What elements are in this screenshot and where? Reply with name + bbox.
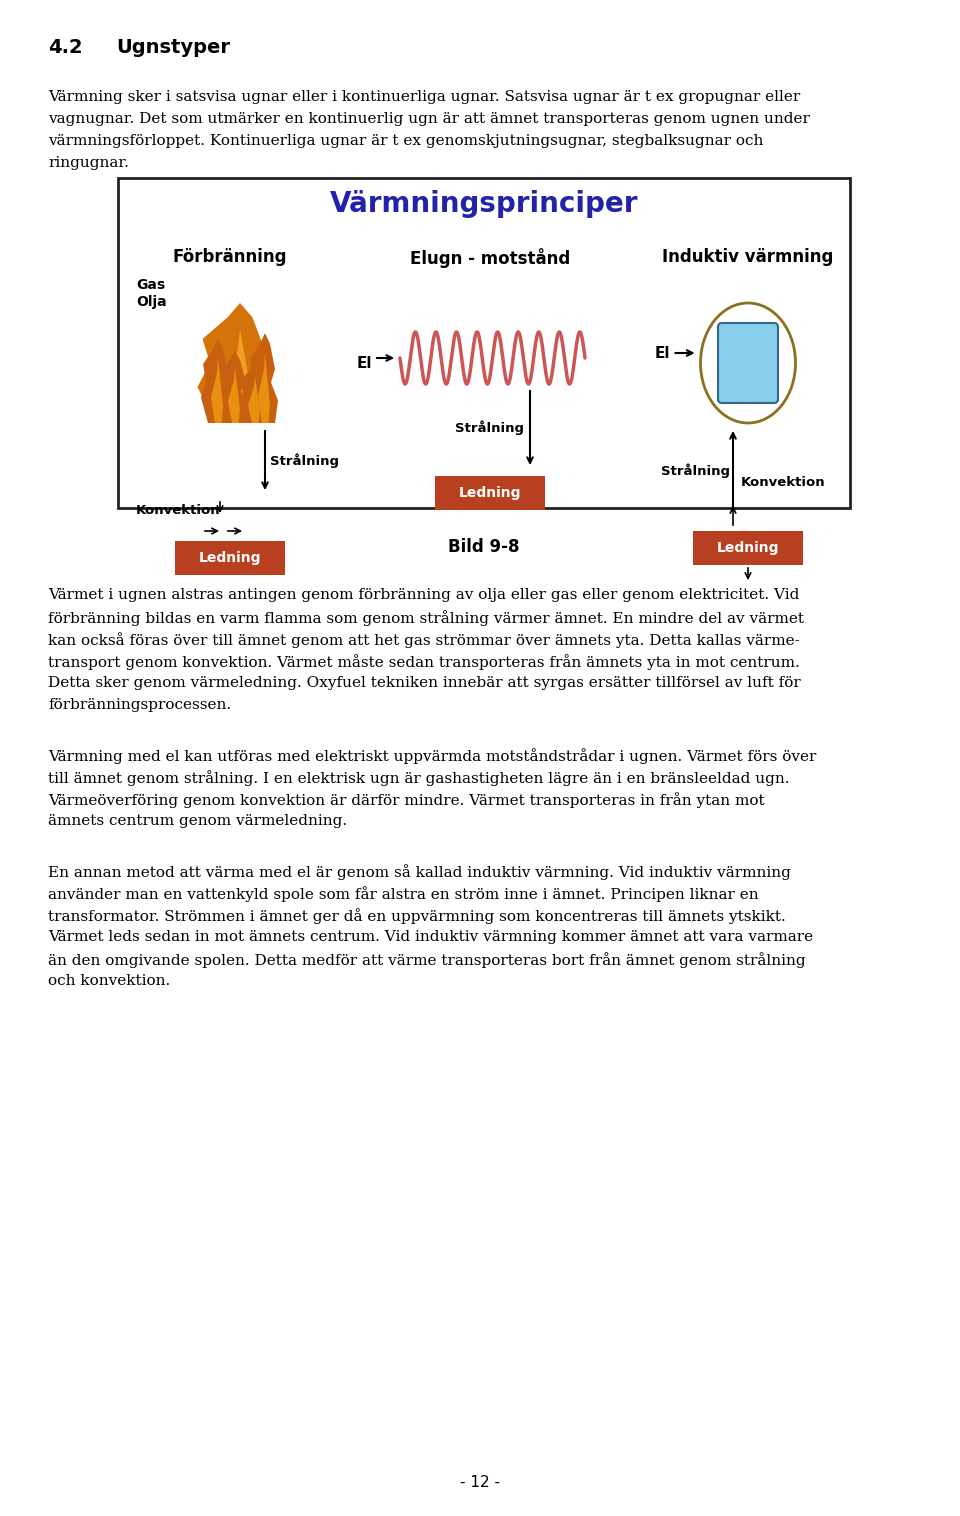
Text: Förbränning: Förbränning: [173, 249, 287, 265]
PathPatch shape: [211, 358, 223, 423]
Text: värmningsförloppet. Kontinuerliga ugnar är t ex genomskjutningsugnar, stegbalksu: värmningsförloppet. Kontinuerliga ugnar …: [48, 133, 763, 149]
Bar: [435, 476, 545, 509]
Text: kan också föras över till ämnet genom att het gas strömmar över ämnets yta. Dett: kan också föras över till ämnet genom at…: [48, 632, 800, 647]
Text: Strålning: Strålning: [455, 421, 524, 435]
Text: Värmeöverföring genom konvektion är därför mindre. Värmet transporteras in från : Värmeöverföring genom konvektion är därf…: [48, 791, 764, 808]
Text: Värmning med el kan utföras med elektriskt uppvärmda motståndstrådar i ugnen. Vä: Värmning med el kan utföras med elektris…: [48, 747, 816, 764]
Text: El: El: [655, 346, 670, 361]
Text: Ugnstyper: Ugnstyper: [116, 38, 230, 58]
Text: 4.2: 4.2: [48, 38, 83, 58]
Text: Ledning: Ledning: [459, 487, 521, 500]
Text: och konvektion.: och konvektion.: [48, 973, 170, 988]
Text: Konvektion: Konvektion: [136, 505, 221, 517]
Text: vagnugnar. Det som utmärker en kontinuerlig ugn är att ämnet transporteras genom: vagnugnar. Det som utmärker en kontinuer…: [48, 112, 810, 126]
Bar: [175, 541, 285, 575]
Text: till ämnet genom strålning. I en elektrisk ugn är gashastigheten lägre än i en b: till ämnet genom strålning. I en elektri…: [48, 770, 789, 785]
Text: transformator. Strömmen i ämnet ger då en uppvärmning som koncentreras till ämne: transformator. Strömmen i ämnet ger då e…: [48, 908, 785, 923]
Text: använder man en vattenkyld spole som får alstra en ström inne i ämnet. Principen: använder man en vattenkyld spole som får…: [48, 885, 758, 902]
Text: än den omgivande spolen. Detta medför att värme transporteras bort från ämnet ge: än den omgivande spolen. Detta medför at…: [48, 952, 805, 967]
Text: En annan metod att värma med el är genom så kallad induktiv värmning. Vid indukt: En annan metod att värma med el är genom…: [48, 864, 791, 879]
Text: Värmet i ugnen alstras antingen genom förbränning av olja eller gas eller genom : Värmet i ugnen alstras antingen genom fö…: [48, 588, 800, 602]
Text: Strålning: Strålning: [270, 453, 339, 468]
Text: - 12 -: - 12 -: [460, 1475, 500, 1490]
Text: Värmning sker i satsvisa ugnar eller i kontinuerliga ugnar. Satsvisa ugnar är t : Värmning sker i satsvisa ugnar eller i k…: [48, 89, 801, 105]
Text: Ledning: Ledning: [199, 550, 261, 565]
PathPatch shape: [238, 362, 268, 423]
PathPatch shape: [258, 353, 270, 423]
FancyBboxPatch shape: [718, 323, 778, 403]
Text: Elugn - motstånd: Elugn - motstånd: [410, 249, 570, 268]
PathPatch shape: [228, 367, 240, 423]
Text: Värmningsprinciper: Värmningsprinciper: [329, 190, 638, 218]
PathPatch shape: [248, 334, 278, 423]
Text: ringugnar.: ringugnar.: [48, 156, 129, 170]
PathPatch shape: [218, 352, 248, 423]
PathPatch shape: [248, 376, 260, 423]
Text: Strålning: Strålning: [661, 464, 730, 478]
Text: Konvektion: Konvektion: [741, 476, 826, 490]
Text: förbränning bildas en varm flamma som genom strålning värmer ämnet. En mindre de: förbränning bildas en varm flamma som ge…: [48, 609, 804, 626]
PathPatch shape: [198, 303, 273, 423]
PathPatch shape: [223, 329, 252, 423]
Text: El: El: [356, 355, 372, 370]
Text: Gas
Olja: Gas Olja: [136, 277, 167, 309]
Text: förbränningsprocessen.: förbränningsprocessen.: [48, 697, 231, 713]
PathPatch shape: [201, 340, 231, 423]
Text: Bild 9-8: Bild 9-8: [448, 538, 519, 556]
Text: ämnets centrum genom värmeledning.: ämnets centrum genom värmeledning.: [48, 814, 348, 828]
Text: Detta sker genom värmeledning. Oxyfuel tekniken innebär att syrgas ersätter till: Detta sker genom värmeledning. Oxyfuel t…: [48, 676, 801, 690]
Bar: [118, 177, 850, 508]
Text: Induktiv värmning: Induktiv värmning: [662, 249, 833, 265]
Text: Ledning: Ledning: [717, 541, 780, 555]
Text: transport genom konvektion. Värmet måste sedan transporteras från ämnets yta in : transport genom konvektion. Värmet måste…: [48, 653, 800, 670]
Text: Värmet leds sedan in mot ämnets centrum. Vid induktiv värmning kommer ämnet att : Värmet leds sedan in mot ämnets centrum.…: [48, 929, 813, 944]
Bar: [693, 531, 803, 565]
